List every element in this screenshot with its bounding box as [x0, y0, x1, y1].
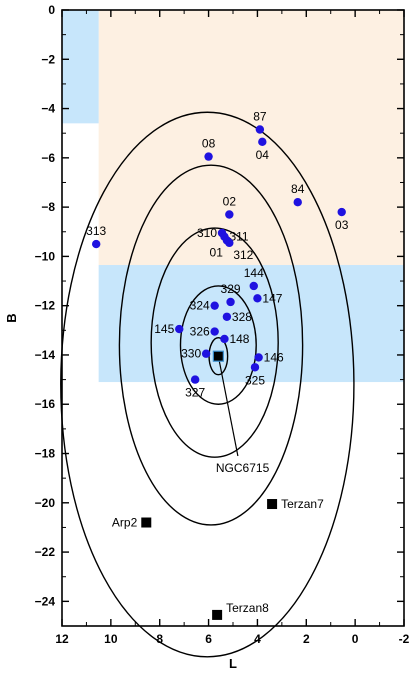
x-tick-label: 2 — [303, 632, 310, 646]
x-tick-label: 8 — [156, 632, 163, 646]
point-label: 04 — [256, 148, 270, 162]
data-point — [226, 297, 235, 307]
data-point — [255, 125, 265, 134]
object-marker — [141, 517, 152, 528]
object-label: Terzan7 — [281, 497, 324, 511]
point-label: 327 — [185, 386, 205, 400]
x-tick-label: 12 — [55, 632, 69, 646]
point-label: 145 — [154, 322, 174, 336]
data-point — [249, 281, 258, 291]
y-tick-label: −2 — [41, 52, 55, 66]
data-point — [210, 327, 219, 336]
y-tick-label: −12 — [35, 299, 56, 313]
point-label: 03 — [335, 218, 349, 232]
point-label: 330 — [181, 347, 201, 361]
y-tick-label: −6 — [41, 151, 55, 165]
pointer-line — [217, 356, 239, 457]
y-tick-label: −10 — [35, 249, 56, 263]
point-label: 84 — [291, 182, 305, 196]
object-marker — [212, 350, 224, 362]
data-point — [220, 334, 229, 344]
point-label: 08 — [202, 137, 216, 151]
y-tick-label: −8 — [41, 200, 55, 214]
data-point — [201, 349, 211, 358]
point-label: 146 — [264, 350, 284, 364]
point-label: 326 — [190, 325, 210, 339]
y-tick-label: −4 — [41, 102, 55, 116]
y-tick-label: −24 — [35, 594, 56, 608]
contour-layer — [60, 111, 355, 658]
point-label: 01 — [210, 245, 224, 259]
x-tick-label: 4 — [254, 632, 261, 646]
point-label: 02 — [223, 195, 237, 209]
object-label: NGC6715 — [216, 461, 270, 475]
point-label: 329 — [221, 282, 241, 296]
pointer-layer — [217, 356, 239, 457]
point-label: 144 — [244, 266, 264, 280]
region-layer — [62, 10, 405, 383]
point-label: 147 — [262, 291, 282, 305]
data-point — [222, 312, 232, 321]
data-point — [250, 363, 260, 372]
data-point — [253, 294, 262, 303]
data-point — [204, 152, 213, 161]
shaded-region — [62, 10, 99, 124]
y-axis-title: B — [4, 313, 19, 322]
object-marker — [212, 609, 223, 620]
object-label: Arp2 — [112, 516, 138, 530]
y-tick-label: 0 — [48, 3, 55, 17]
data-point — [293, 197, 302, 207]
y-tick-label: −20 — [35, 496, 56, 510]
point-label: 328 — [232, 310, 252, 324]
point-label: 325 — [245, 373, 265, 387]
y-tick-label: −18 — [35, 447, 56, 461]
y-tick-label: −14 — [35, 348, 56, 362]
data-point — [254, 353, 263, 362]
object-marker — [267, 499, 278, 510]
point-label: 87 — [253, 110, 267, 124]
x-tick-label: 0 — [352, 632, 359, 646]
data-point — [225, 210, 234, 219]
axes-layer: 0 −2 −4 −6 −8 −10 −12 −14 −16 −18 −20 −22 −24 12 10 8 6 4… — [35, 3, 409, 646]
contour-ellipse — [60, 111, 355, 658]
point-label: 311 — [229, 230, 248, 244]
data-point — [210, 301, 219, 310]
data-point — [190, 375, 200, 384]
x-tick-label: -2 — [399, 632, 409, 646]
data-point — [92, 239, 101, 249]
data-point — [258, 137, 267, 147]
contour-ellipse — [150, 227, 279, 458]
data-point — [175, 324, 184, 334]
point-label: 324 — [190, 299, 210, 313]
x-axis-title: L — [229, 656, 237, 671]
point-label: 310 — [197, 226, 217, 240]
contour-ellipse — [118, 164, 304, 526]
data-point — [337, 207, 346, 217]
contour-ellipse — [179, 285, 257, 405]
x-tick-label: 10 — [104, 632, 118, 646]
data-point — [225, 238, 234, 248]
y-tick-label: −22 — [35, 545, 56, 559]
shaded-region — [98, 10, 405, 266]
point-label: 312 — [233, 248, 253, 262]
point-label: 148 — [229, 332, 249, 346]
point-label: 313 — [86, 224, 106, 238]
objects-layer: NGC6715 Arp2 Terzan7 Terzan8 — [112, 350, 324, 620]
x-tick-label: 6 — [205, 632, 212, 646]
y-tick-label: −16 — [35, 397, 56, 411]
object-label: Terzan8 — [226, 601, 269, 615]
